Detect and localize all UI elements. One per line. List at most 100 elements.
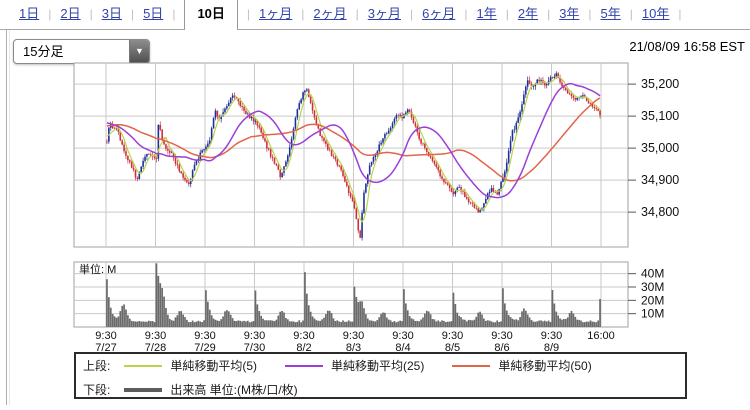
- candle-body: [155, 157, 158, 159]
- candle-body: [448, 184, 451, 189]
- volume-bar: [479, 311, 481, 327]
- legend-upper-label: 上段:: [83, 359, 111, 373]
- candle-body: [570, 94, 573, 97]
- volume-bar: [561, 319, 563, 327]
- candle-body: [536, 79, 539, 84]
- axis-label: 40M: [641, 267, 664, 281]
- candle-body: [134, 169, 137, 178]
- candle-body: [353, 201, 356, 209]
- tab-3年[interactable]: 3年: [559, 6, 580, 21]
- volume-bar: [395, 322, 398, 327]
- dropdown-button[interactable]: ▼: [129, 40, 149, 63]
- volume-bar: [420, 319, 422, 327]
- volume-bar: [475, 316, 478, 327]
- candle-body: [382, 138, 384, 143]
- candle-body: [387, 130, 390, 134]
- volume-bar: [568, 313, 571, 327]
- candle-body: [191, 170, 194, 179]
- candle-body: [304, 90, 306, 93]
- tab-separator: |: [547, 7, 551, 21]
- volume-bar: [279, 311, 282, 327]
- candle-body: [340, 166, 342, 171]
- axis-label: 9:30: [442, 330, 463, 342]
- tab-2年[interactable]: 2年: [517, 6, 539, 21]
- volume-bar: [241, 321, 243, 327]
- candle-body: [475, 207, 478, 209]
- candle-body: [441, 176, 443, 179]
- volume-bar: [551, 289, 554, 327]
- tab-3日[interactable]: 3日: [101, 6, 122, 21]
- candle-body: [477, 208, 480, 213]
- tab-separator: |: [246, 7, 251, 21]
- candle-body: [456, 187, 459, 192]
- candle-body: [538, 79, 540, 82]
- tab-separator: |: [464, 7, 468, 21]
- tab-10日[interactable]: 10日: [184, 0, 238, 30]
- candle-body: [279, 169, 282, 178]
- candle-body: [540, 80, 542, 82]
- candle-body: [485, 199, 487, 204]
- volume-bar: [591, 321, 594, 327]
- legend-ma-entry: 単純移動平均(5): [124, 357, 257, 374]
- period-tab-bar: 1日 | 2日 | 3日 | 5日 | 10日 | 1ヶ月 | 2ヶ月 | 3ヶ月 | 6ヶ月 | 1年 | 2年 | 3年…: [0, 0, 750, 30]
- candle-body: [534, 83, 537, 87]
- volume-bar: [492, 322, 495, 327]
- chart-legend: 上段: 単純移動平均(5) 単純移動平均(25) 単純移動平均(50) 下段: 出来…: [74, 352, 687, 399]
- volume-bar: [555, 311, 558, 327]
- candle-body: [357, 219, 360, 231]
- candle-body: [229, 97, 232, 103]
- tab-5年[interactable]: 5年: [600, 6, 621, 21]
- ma5-swatch: [124, 364, 163, 367]
- volume-bar: [473, 319, 476, 327]
- candle-body: [241, 106, 243, 107]
- volume-bar: [486, 320, 489, 327]
- tab-6ヶ月[interactable]: 6ヶ月: [422, 6, 456, 21]
- candle-body: [368, 165, 371, 175]
- volume-bar: [142, 321, 144, 327]
- candle-body: [429, 155, 432, 158]
- tab-3ヶ月[interactable]: 3ヶ月: [367, 6, 401, 21]
- candle-body: [572, 96, 575, 98]
- volume-bar: [452, 292, 455, 327]
- volume-bar: [532, 321, 535, 327]
- volume-bar: [570, 310, 573, 327]
- tab-2ヶ月[interactable]: 2ヶ月: [313, 6, 347, 21]
- candle-body: [334, 156, 337, 160]
- tab-2日[interactable]: 2日: [60, 6, 81, 21]
- candle-body: [589, 103, 592, 104]
- volume-bar: [380, 314, 382, 327]
- tab-10年[interactable]: 10年: [641, 6, 670, 21]
- candle-body: [136, 177, 139, 179]
- volume-bar: [294, 322, 297, 327]
- candle-body: [412, 117, 415, 124]
- tab-1ヶ月[interactable]: 1ヶ月: [259, 6, 293, 21]
- candle-body: [342, 170, 344, 177]
- candle-body: [437, 167, 440, 171]
- candle-body: [511, 130, 514, 141]
- tab-5日[interactable]: 5日: [143, 6, 164, 21]
- candle-body: [563, 86, 565, 88]
- candle-body: [123, 144, 125, 152]
- volume-bar: [406, 310, 409, 327]
- tab-1日[interactable]: 1日: [19, 6, 40, 21]
- volume-bar: [125, 309, 127, 327]
- volume-bar: [328, 310, 331, 327]
- candle-body: [207, 143, 209, 147]
- volume-bar: [585, 321, 588, 327]
- volume-bar: [212, 318, 215, 327]
- candle-body: [544, 82, 546, 86]
- volume-bar: [557, 315, 560, 327]
- candle-body: [296, 109, 299, 118]
- volume-bar: [443, 320, 445, 327]
- volume-bar: [224, 311, 226, 327]
- axis-label: 単位: M: [79, 262, 116, 276]
- volume-bar: [326, 310, 329, 327]
- candle-body: [530, 83, 533, 87]
- volume-bar: [254, 290, 257, 327]
- candle-body: [184, 177, 186, 181]
- volume-bar: [502, 288, 504, 327]
- volume-bar: [410, 318, 413, 327]
- candle-body: [132, 167, 135, 170]
- candle-body: [252, 117, 255, 122]
- tab-1年[interactable]: 1年: [476, 6, 497, 21]
